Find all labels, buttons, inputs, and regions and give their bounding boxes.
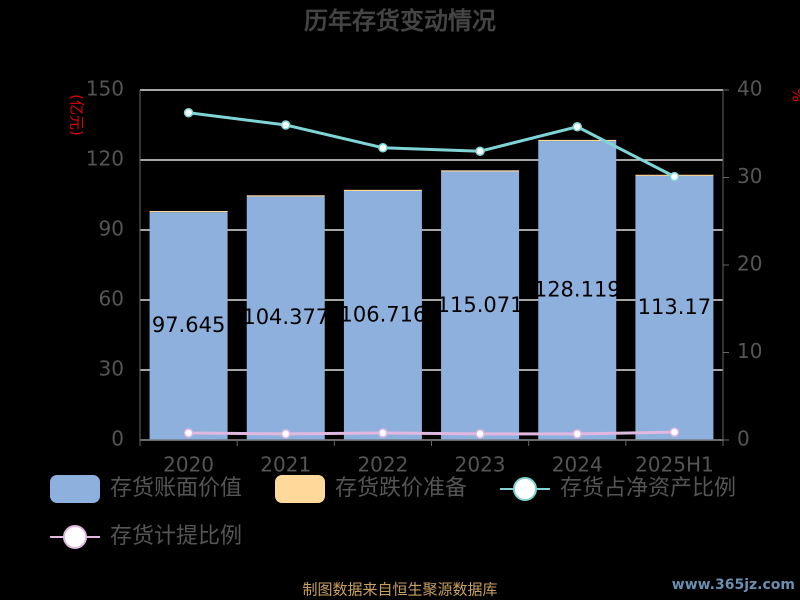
- point: [378, 143, 388, 153]
- legend-marker: [513, 477, 537, 501]
- bar: [538, 139, 617, 142]
- legend-label: 存货跌价准备: [335, 476, 467, 501]
- legend-swatch: [275, 475, 325, 503]
- legend-swatch: [50, 475, 100, 503]
- bar: [343, 189, 422, 191]
- y2-tick-label: 40: [737, 77, 762, 101]
- point: [669, 171, 680, 182]
- data-label: 113.17: [638, 295, 711, 319]
- y2-axis-label: %: [789, 88, 800, 102]
- y-tick-label: 90: [99, 217, 124, 241]
- point: [475, 146, 485, 156]
- y-axis-label: (亿元): [68, 94, 86, 136]
- point: [572, 429, 582, 439]
- bar: [441, 170, 520, 172]
- watermark: www.365jz.com: [672, 577, 795, 593]
- point: [572, 122, 582, 132]
- point: [183, 428, 194, 438]
- point: [378, 428, 388, 438]
- chart-title: 历年存货变动情况: [304, 7, 496, 35]
- y-tick-label: 120: [86, 147, 124, 171]
- data-label: 128.119: [534, 278, 621, 302]
- legend-label: 存货计提比例: [110, 524, 242, 549]
- bar: [149, 212, 228, 440]
- y-tick-label: 30: [99, 357, 124, 381]
- data-label: 115.071: [437, 293, 524, 317]
- legend-marker: [63, 525, 87, 549]
- y-tick-label: 0: [111, 427, 124, 451]
- source-note: 制图数据来自恒生聚源数据库: [302, 581, 497, 599]
- x-tick-label: 2025H1: [635, 453, 714, 477]
- point: [475, 429, 485, 439]
- legend-label: 存货占净资产比例: [560, 476, 736, 501]
- data-label: 106.716: [339, 302, 426, 326]
- bar: [343, 190, 422, 440]
- line: [188, 111, 676, 178]
- x-tick-label: 2020: [163, 453, 214, 477]
- bar: [635, 175, 714, 441]
- legend-label: 存货账面价值: [110, 476, 242, 501]
- line: [188, 430, 675, 436]
- data-label: 97.645: [152, 313, 225, 337]
- point: [281, 120, 291, 130]
- x-tick-label: 2023: [455, 453, 506, 477]
- y2-tick-label: 20: [737, 252, 762, 276]
- point: [281, 429, 291, 439]
- bar: [246, 195, 325, 197]
- x-tick-label: 2024: [552, 453, 603, 477]
- bar: [246, 196, 325, 440]
- bar: [538, 141, 617, 440]
- y-tick-label: 60: [99, 287, 124, 311]
- y2-tick-label: 10: [737, 339, 762, 363]
- y2-tick-label: 30: [737, 164, 762, 188]
- y-tick-label: 150: [86, 77, 124, 101]
- x-tick-label: 2021: [260, 453, 311, 477]
- x-tick-label: 2022: [357, 453, 408, 477]
- bar: [441, 171, 520, 440]
- y2-tick-label: 0: [737, 427, 750, 451]
- point: [669, 427, 680, 437]
- point: [183, 108, 194, 118]
- data-label: 104.377: [242, 305, 329, 329]
- bar: [149, 210, 228, 213]
